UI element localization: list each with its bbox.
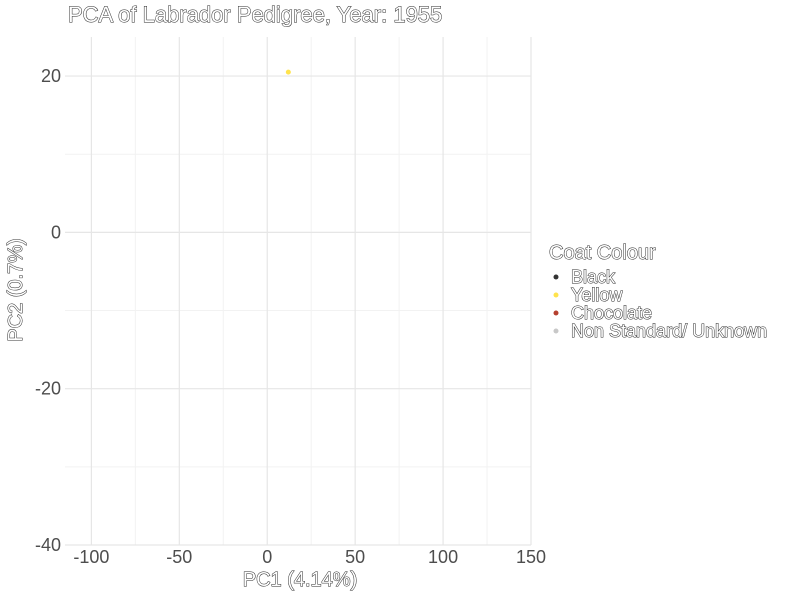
y-tick-label: 20: [41, 66, 61, 86]
legend-key: [553, 292, 559, 298]
y-tick-label: -40: [35, 535, 61, 555]
chart-title: PCA of Labrador Pedigree, Year: 1955: [68, 2, 442, 27]
x-tick-label: 0: [262, 547, 272, 567]
data-points: [285, 69, 291, 75]
grid-lines: [65, 37, 532, 546]
legend-label: Black: [571, 267, 616, 287]
data-point: [285, 69, 291, 75]
axis-ticks: -100 -50 0 50 100 150 -40 -20 0 20: [35, 66, 546, 567]
legend-key: [553, 274, 559, 280]
legend-label: Yellow: [571, 285, 623, 305]
x-axis-label: PC1 (4.14%): [243, 569, 358, 591]
x-tick-label: 50: [345, 547, 365, 567]
y-axis-label: PC2 (0.7%): [5, 238, 27, 341]
legend-key: [553, 310, 559, 316]
y-tick-label: -20: [35, 379, 61, 399]
legend-label: Chocolate: [571, 303, 652, 323]
legend-title: Coat Colour: [549, 242, 656, 264]
y-tick-label: 0: [51, 222, 61, 242]
x-tick-label: -100: [73, 547, 109, 567]
legend-key: [553, 328, 559, 334]
x-tick-label: 100: [428, 547, 458, 567]
x-tick-label: 150: [516, 547, 546, 567]
legend-label: Non Standard/ Unknown: [571, 321, 767, 341]
x-tick-label: -50: [166, 547, 192, 567]
